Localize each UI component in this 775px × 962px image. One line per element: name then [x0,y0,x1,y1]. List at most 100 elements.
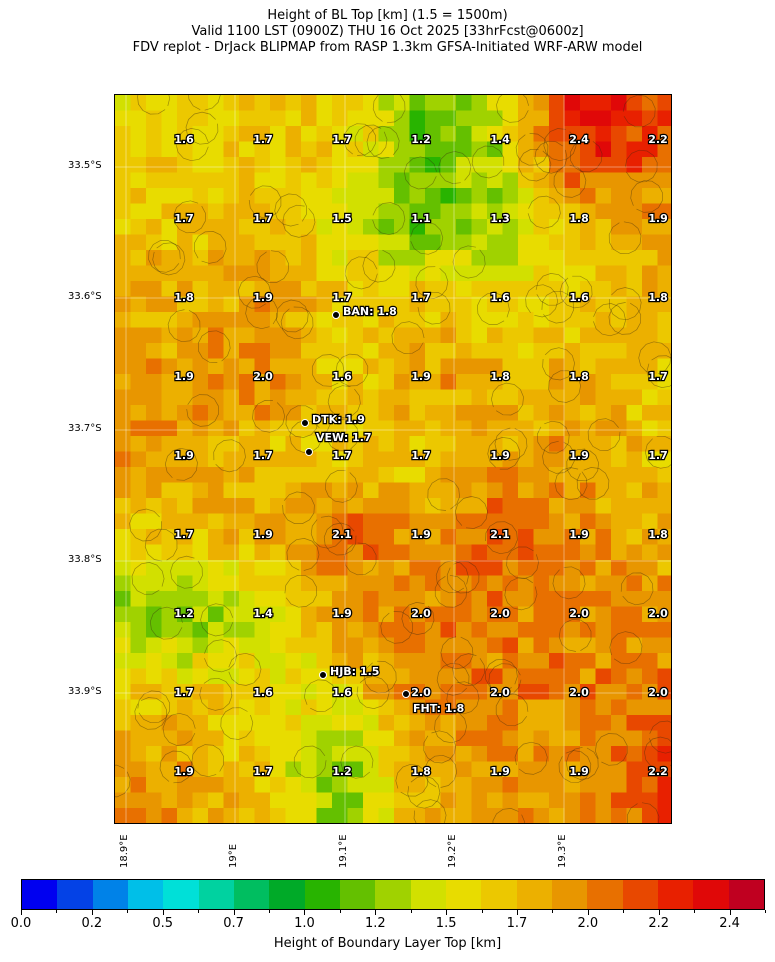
map-grid-cell [611,653,627,669]
map-grid-cell [440,575,457,592]
terrain-contour [487,437,521,470]
map-grid-cell [533,188,550,204]
map-grid-cell [642,808,658,823]
map-grid-cell [549,157,565,173]
map-grid-cell [146,436,162,452]
map-grid-cell [471,203,488,220]
map-grid-cell [487,591,503,607]
station-label: DTK: 1.9 [312,413,365,426]
map-grid-cell [177,327,193,344]
map-grid-cell [425,234,441,251]
map-grid-cell [363,560,379,576]
map-grid-cell [595,777,612,793]
terrain-contour [286,538,320,571]
map-grid-cell [177,203,193,220]
map-grid-cell [177,451,193,468]
map-grid-cell [409,157,426,173]
map-grid-cell [580,405,596,421]
map-grid-cell [239,389,255,406]
map-grid-cell [440,343,457,359]
longitude-tick-label: 19.1°E [338,834,349,868]
terrain-contour [323,522,357,556]
map-grid-cell [270,575,286,592]
map-grid-cell [146,622,162,638]
map-grid-cell [564,219,581,235]
map-grid-cell [146,296,162,313]
terrain-contour [626,802,660,823]
map-grid-cell [611,389,627,406]
map-grid-cell [456,203,472,220]
map-grid-cell [518,668,534,685]
map-grid-cell [394,343,410,359]
map-grid-cell [595,591,612,607]
map-grid-cell [657,188,671,204]
map-grid-cell [487,699,503,716]
map-grid-cell [626,560,643,576]
map-grid-cell [456,327,472,344]
map-grid-cell [301,358,317,375]
map-grid-cell [471,95,488,111]
map-grid-cell [409,451,426,468]
map-grid-cell [192,606,209,623]
grid-value-label: 2.2 [648,765,668,778]
map-grid-cell [642,436,658,452]
map-grid-cell [270,792,286,809]
map-grid-cell [316,343,333,359]
terrain-contour [343,542,377,576]
map-grid-cell [533,482,550,499]
map-grid-cell [115,95,131,111]
map-grid-cell [316,467,333,483]
map-grid-cell [642,606,658,623]
map-grid-cell [456,95,472,111]
map-grid-cell [378,761,395,778]
map-grid-cell [409,358,426,375]
map-grid-cell [642,389,658,406]
map-grid-cell [409,172,426,189]
map-grid-cell [657,451,671,468]
map-grid-cell [254,436,271,452]
map-grid-cell [223,513,240,530]
map-grid-cell [161,467,178,483]
map-grid-cell [347,327,364,344]
map-grid-cell [533,715,550,731]
map-grid-cell [580,824,596,825]
map-grid-cell [270,668,286,685]
map-grid-cell [347,141,364,158]
map-grid-cell [115,172,131,189]
map-grid-cell [611,699,627,716]
map-grid-cell [332,529,348,545]
map-grid-cell [456,219,472,235]
map-grid-cell [316,110,333,127]
map-grid-cell [363,591,379,607]
map-grid-cell [192,544,209,561]
map-grid-cell [378,188,395,204]
grid-value-label: 2.1 [332,528,352,541]
map-grid-cell [363,281,379,297]
map-grid-cell [270,110,286,127]
map-grid-cell [533,746,550,762]
map-grid-cell [208,622,224,638]
map-grid-cell [394,374,410,390]
map-grid-cell [301,188,317,204]
map-grid-cell [223,451,240,468]
map-grid-cell [363,327,379,344]
map-grid-cell [363,296,379,313]
map-grid-cell [518,544,534,561]
map-grid-cell [533,513,550,530]
map-grid-cell [595,172,612,189]
map-grid-cell [394,188,410,204]
map-grid-cell [456,374,472,390]
map-grid-cell [378,560,395,576]
map-grid-cell [518,343,534,359]
terrain-contour [424,754,458,788]
grid-value-label: 1.9 [490,765,510,778]
map-grid-cell [115,653,131,669]
map-grid-cell [642,203,658,220]
map-grid-cell [518,560,534,576]
map-grid-cell [456,622,472,638]
map-grid-cell [487,544,503,561]
map-grid-cell [425,250,441,266]
map-grid-cell [363,451,379,468]
terrain-contour [435,560,469,594]
map-grid-cell [611,498,627,514]
